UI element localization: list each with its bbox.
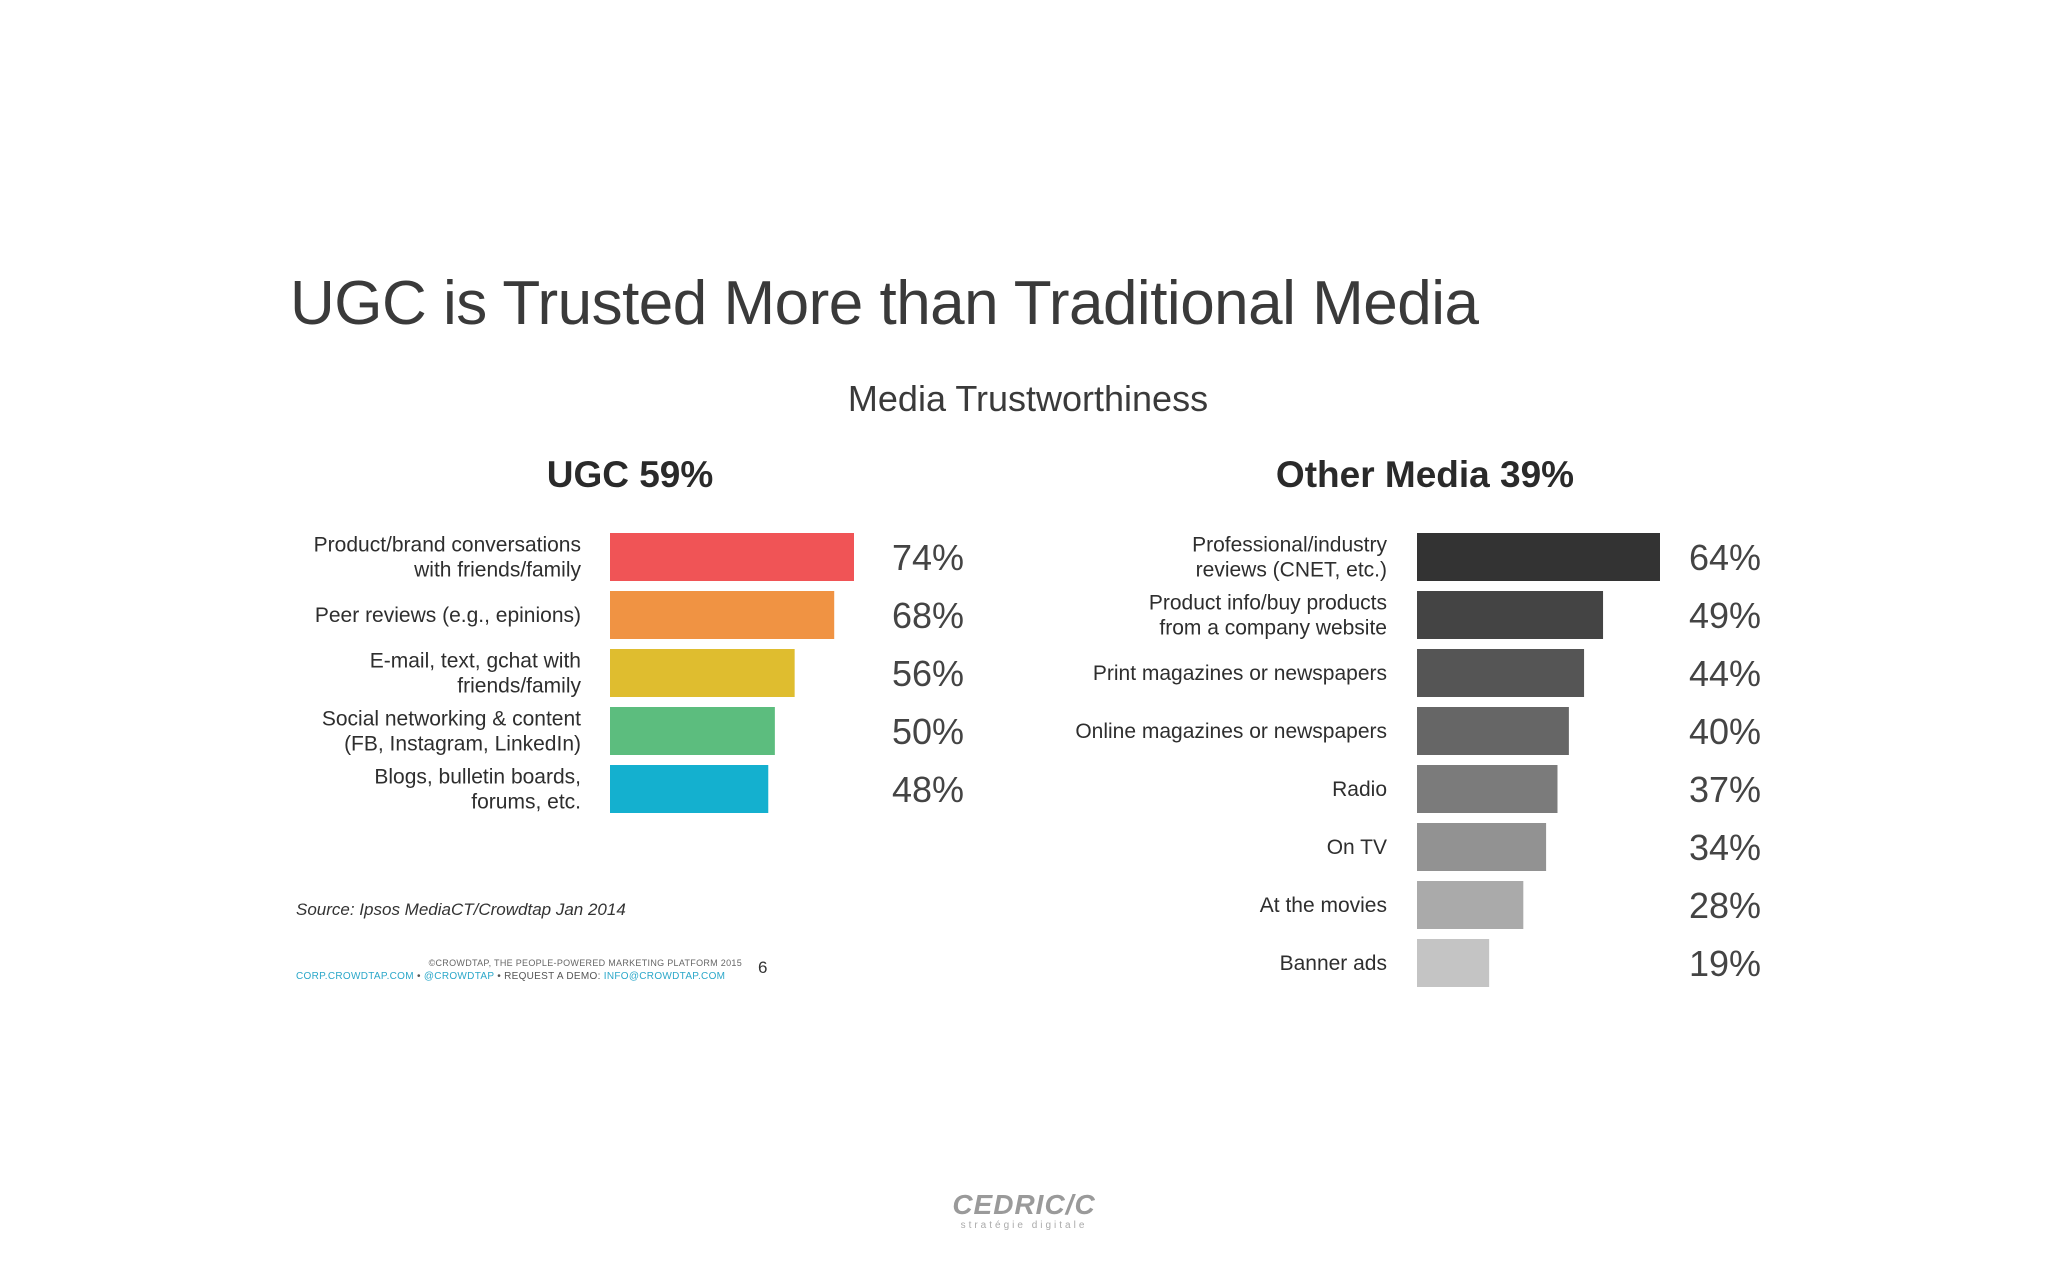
source-note: Source: Ipsos MediaCT/Crowdtap Jan 2014 <box>296 900 626 919</box>
other-media-panel-heading: Other Media 39% <box>1275 454 1575 495</box>
other-category-label-1: Professional/industry reviews (CNET, etc.… <box>1192 534 1387 582</box>
other-bar-8 <box>1417 939 1490 987</box>
watermark-tagline: stratégie digitale <box>960 1220 1088 1231</box>
footer-links: CORP.CROWDTAP.COM • @CROWDTAP • REQUEST … <box>296 971 742 982</box>
ugc-panel-heading: UGC 59% <box>546 454 714 495</box>
ugc-bar-2 <box>610 591 835 639</box>
other-bar-7 <box>1417 881 1524 929</box>
ugc-value-label-5: 48% <box>892 769 964 810</box>
other-category-label-8: Banner ads <box>1280 952 1387 975</box>
ugc-value-label-2: 68% <box>892 595 964 636</box>
other-bar-1 <box>1417 533 1660 581</box>
ugc-category-label-5: Blogs, bulletin boards, forums, etc. <box>374 766 581 814</box>
ugc-bar-4 <box>610 707 775 755</box>
other-value-label-7: 28% <box>1689 885 1761 926</box>
other-bar-2 <box>1417 591 1604 639</box>
ugc-bar-3 <box>610 649 795 697</box>
ugc-bar-5 <box>610 765 769 813</box>
footer-website-link[interactable]: CORP.CROWDTAP.COM <box>296 971 414 982</box>
other-bar-5 <box>1417 765 1558 813</box>
footer-copyright: ©CROWDTAP, THE PEOPLE-POWERED MARKETING … <box>428 958 742 968</box>
footer-separator: • <box>413 971 424 982</box>
other-bar-4 <box>1417 707 1569 755</box>
other-value-label-2: 49% <box>1689 595 1761 636</box>
watermark-name: CEDRIC/C <box>952 1189 1096 1220</box>
ugc-value-label-3: 56% <box>892 653 964 694</box>
watermark-logo: CEDRIC/C stratégie digitale <box>0 1190 2048 1232</box>
footer-demo-text: • REQUEST A DEMO: <box>494 971 604 982</box>
page-number: 6 <box>758 958 768 977</box>
ugc-category-label-4: Social networking & content (FB, Instagra… <box>322 708 581 756</box>
other-bar-6 <box>1417 823 1547 871</box>
other-category-label-3: Print magazines or newspapers <box>1093 662 1387 685</box>
other-value-label-3: 44% <box>1689 653 1761 694</box>
other-bar-3 <box>1417 649 1585 697</box>
ugc-category-label-1: Product/brand conversations with friends/… <box>314 534 582 582</box>
other-value-label-5: 37% <box>1689 769 1761 810</box>
slide-title: UGC is Trusted More than Traditional Med… <box>290 269 1479 338</box>
ugc-bar-1 <box>610 533 854 581</box>
other-value-label-4: 40% <box>1689 711 1761 752</box>
other-category-label-6: On TV <box>1327 836 1387 859</box>
ugc-category-label-2: Peer reviews (e.g., epinions) <box>315 604 581 627</box>
footer-email-link[interactable]: INFO@CROWDTAP.COM <box>603 971 726 982</box>
ugc-value-label-4: 50% <box>892 711 964 752</box>
ugc-value-label-1: 74% <box>892 537 964 578</box>
other-category-label-7: At the movies <box>1260 894 1387 917</box>
other-value-label-6: 34% <box>1689 827 1761 868</box>
chart-title: Media Trustworthiness <box>847 378 1209 419</box>
other-value-label-1: 64% <box>1689 537 1761 578</box>
slide-footer: ©CROWDTAP, THE PEOPLE-POWERED MARKETING … <box>296 958 742 982</box>
other-category-label-5: Radio <box>1332 778 1387 801</box>
footer-handle-link[interactable]: @CROWDTAP <box>423 971 495 982</box>
ugc-category-label-3: E-mail, text, gchat with friends/family <box>370 650 582 698</box>
other-value-label-8: 19% <box>1689 943 1761 984</box>
other-category-label-2: Product info/buy products from a company … <box>1149 592 1387 640</box>
other-category-label-4: Online magazines or newspapers <box>1075 720 1387 743</box>
